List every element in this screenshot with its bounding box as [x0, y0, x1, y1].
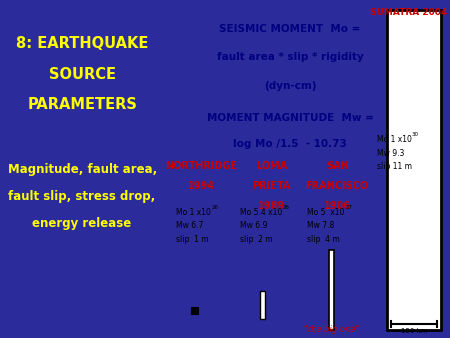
Text: Magnitude, fault area,: Magnitude, fault area, — [8, 163, 157, 175]
Text: (dyn-cm): (dyn-cm) — [264, 81, 316, 91]
Text: 1994: 1994 — [188, 181, 215, 191]
Text: PRIETA: PRIETA — [252, 181, 291, 191]
Text: 26: 26 — [283, 205, 290, 210]
Text: NORTHRIDGE: NORTHRIDGE — [166, 161, 238, 171]
Text: Mw 6.9: Mw 6.9 — [240, 221, 267, 231]
Text: LOMA: LOMA — [256, 161, 287, 171]
Text: "the big one": "the big one" — [304, 325, 359, 334]
Text: SEISMIC MOMENT  Mo =: SEISMIC MOMENT Mo = — [219, 24, 360, 34]
Bar — [191, 307, 198, 314]
Text: slip  2 m: slip 2 m — [240, 235, 273, 244]
Text: PARAMETERS: PARAMETERS — [27, 97, 137, 112]
Text: Mo 5  x10: Mo 5 x10 — [307, 208, 345, 217]
Text: slip 11 m: slip 11 m — [377, 162, 412, 171]
Text: MOMENT MAGNITUDE  Mw =: MOMENT MAGNITUDE Mw = — [207, 113, 374, 123]
Text: 150 km: 150 km — [401, 328, 427, 334]
Bar — [328, 250, 334, 330]
Text: 30: 30 — [411, 132, 418, 138]
Text: energy release: energy release — [32, 217, 132, 230]
Text: fault slip, stress drop,: fault slip, stress drop, — [9, 190, 156, 202]
Text: 1989: 1989 — [258, 201, 285, 211]
Text: slip  4 m: slip 4 m — [307, 235, 340, 244]
Text: 8: EARTHQUAKE: 8: EARTHQUAKE — [16, 37, 149, 51]
Text: Mw 9.3: Mw 9.3 — [377, 149, 405, 158]
Text: fault area * slip * rigidity: fault area * slip * rigidity — [216, 52, 363, 63]
Text: 26: 26 — [212, 205, 218, 210]
Text: 27: 27 — [346, 205, 353, 210]
Text: Mo 1 x10: Mo 1 x10 — [176, 208, 211, 217]
Bar — [260, 291, 265, 319]
Text: SAN: SAN — [326, 161, 348, 171]
Text: SUMATRA 2004: SUMATRA 2004 — [370, 8, 447, 18]
Bar — [387, 10, 441, 330]
Text: Mo 5.4 x10: Mo 5.4 x10 — [240, 208, 282, 217]
Text: SOURCE: SOURCE — [49, 67, 116, 82]
Text: Mw 6.7: Mw 6.7 — [176, 221, 203, 231]
Text: Mw 7.8: Mw 7.8 — [307, 221, 334, 231]
Text: log Mo /1.5  - 10.73: log Mo /1.5 - 10.73 — [233, 139, 347, 149]
Text: FRANCISCO: FRANCISCO — [306, 181, 369, 191]
Text: slip  1 m: slip 1 m — [176, 235, 208, 244]
Text: 1906: 1906 — [324, 201, 351, 211]
Text: Mo 1 x10: Mo 1 x10 — [377, 135, 412, 144]
